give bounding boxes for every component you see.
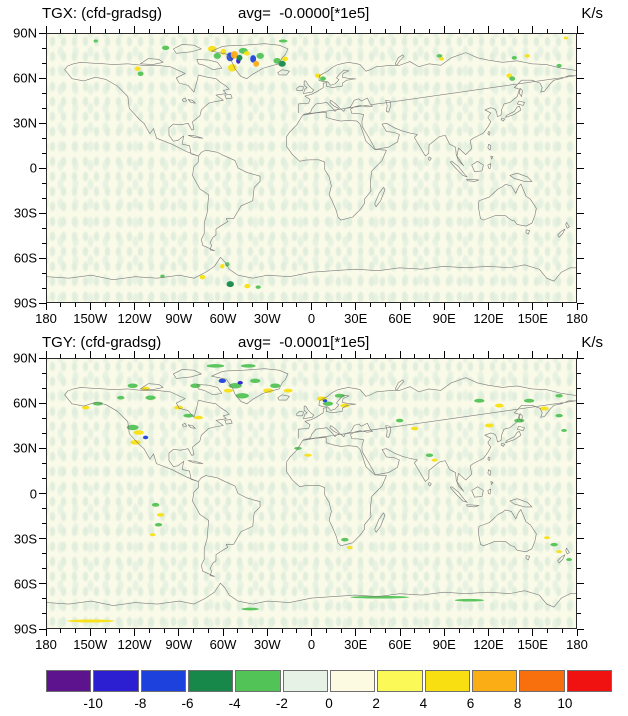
colorbar-cell — [235, 670, 281, 692]
map-plot-area-tgy — [46, 358, 577, 629]
colorbar-cell — [140, 670, 186, 692]
x-axis-labels-tgx: 180 150W 120W 90W 60W 30W 0 30E 60E 90E 120E 150E 18… — [35, 311, 588, 326]
colorbar-cell — [424, 670, 470, 692]
colorbar-cell — [282, 670, 328, 692]
x-axis-labels-tgy: 180 150W 120W 90W 60W 30W 0 30E 60E 90E 120E 150E 18… — [35, 637, 588, 652]
map-panel-tgx: 180 150W 120W 90W 60W 30W 0 30E 60E 90E 120E 150E 18… — [13, 26, 588, 327]
colorbar-cell — [566, 670, 612, 692]
colorbar-cell — [329, 670, 376, 692]
colorbar-labels: -10 -8 -6 -4 -2 0 2 4 6 8 10 — [83, 696, 573, 711]
panel2-avg-annotation: avg= -0.0001[*1e5] — [238, 334, 370, 351]
panel1-title-row: TGX: (cfd-gradsg) avg= -0.0000[*1e5] K/s — [0, 5, 628, 25]
map-panel-tgy: 180 150W 120W 90W 60W 30W 0 30E 60E 90E 120E 150E 18… — [13, 351, 588, 653]
panel1-units-label: K/s — [581, 5, 603, 22]
panel2-title: TGY: (cfd-gradsg) — [42, 334, 162, 351]
colorbar-cell — [187, 670, 234, 692]
panel2-units-label: K/s — [581, 334, 603, 351]
y-axis-labels-tgy: 90N 60N 30N 0 30S 60S 90S — [13, 350, 37, 637]
panel2-title-row: TGY: (cfd-gradsg) avg= -0.0001[*1e5] K/s — [0, 334, 628, 354]
colorbar-cell — [377, 670, 423, 692]
colorbar-cell — [46, 670, 92, 692]
colorbar-cell — [93, 670, 139, 692]
colorbar-cell — [471, 670, 518, 692]
y-axis-labels-tgx: 90N 60N 30N 0 30S 60S 90S — [13, 25, 37, 311]
anomaly-spots-tgx — [93, 36, 569, 289]
panel1-title: TGX: (cfd-gradsg) — [42, 5, 163, 22]
colorbar — [46, 670, 612, 692]
map-plot-area-tgx — [46, 33, 577, 303]
anomaly-spots-tgy — [67, 364, 573, 623]
colorbar-cell — [519, 670, 565, 692]
panel1-avg-annotation: avg= -0.0000[*1e5] — [238, 5, 370, 22]
